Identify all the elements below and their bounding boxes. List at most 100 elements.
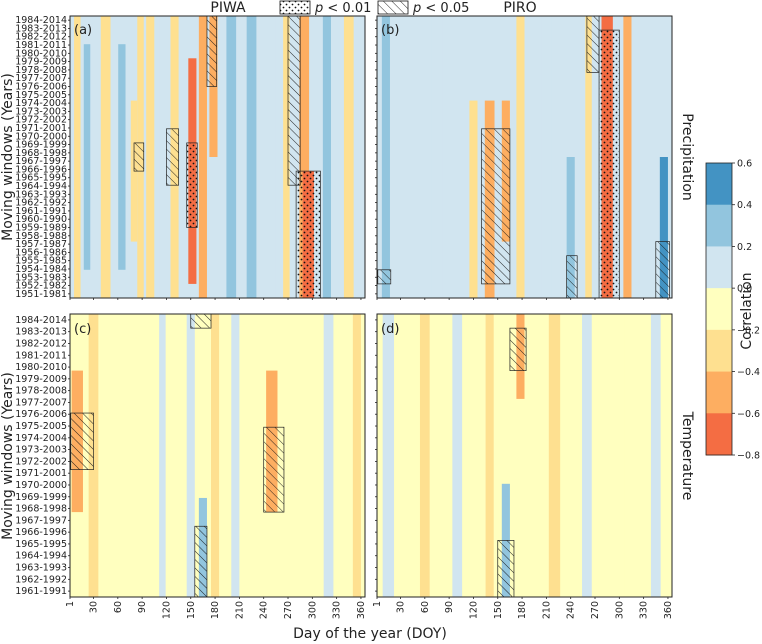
y-tick-precip: 1980-2010 <box>15 48 67 59</box>
correlation-band <box>323 314 334 597</box>
significance-p05 <box>566 255 578 298</box>
panel-c-frame <box>69 313 366 598</box>
significance-p05 <box>377 269 392 285</box>
colorbar-tick-label: 0.0 <box>737 284 752 295</box>
correlation-band <box>226 16 237 298</box>
correlation-band <box>469 100 478 298</box>
x-tick-label: 270 <box>590 601 601 619</box>
legend-dots-p: p <box>314 1 323 16</box>
significance-p05 <box>287 16 301 186</box>
y-tick-temp: 1981-2011 <box>15 350 67 361</box>
y-tick-precip: 1956-1986 <box>15 247 67 258</box>
correlation-band <box>100 16 111 298</box>
correlation-band <box>118 44 126 270</box>
correlation-band <box>343 16 354 298</box>
x-tick-label: 330 <box>332 601 343 619</box>
x-tick-label: 240 <box>566 601 577 619</box>
x-tick-label: 300 <box>307 601 318 619</box>
panel-b-frame <box>376 15 673 299</box>
y-tick-temp: 1967-1997 <box>15 515 67 526</box>
correlation-band <box>211 314 220 597</box>
y-tick-precip: 1953-1983 <box>15 272 67 283</box>
panel-b-label: (b) <box>381 23 399 38</box>
title-left: PIWA <box>210 0 246 16</box>
x-tick-label: 270 <box>283 601 294 619</box>
significance-p05 <box>586 16 600 73</box>
correlation-band <box>614 314 625 597</box>
significance-p05 <box>497 540 515 597</box>
significance-p05 <box>481 128 511 285</box>
y-tick-precip: 1966-1996 <box>15 164 67 175</box>
correlation-band <box>134 314 151 597</box>
y-tick-temp: 1977-2007 <box>15 397 67 408</box>
y-ticks: 1984-20141983-20131982-20121981-20111980… <box>15 15 377 597</box>
colorbar-tick-label: −0.2 <box>737 325 760 336</box>
significance-p05 <box>655 241 670 298</box>
y-tick-precip: 1978-2008 <box>15 65 67 76</box>
y-tick-temp: 1965-1995 <box>15 539 67 550</box>
correlation-band <box>352 314 361 597</box>
colorbar-frame <box>705 162 733 456</box>
correlation-band <box>267 16 276 298</box>
y-tick-precip: 1960-1990 <box>15 214 67 225</box>
y-tick-temp: 1984-2014 <box>15 315 67 326</box>
colorbar-tick-label: −0.4 <box>737 367 760 378</box>
y-tick-temp: 1975-2005 <box>15 421 67 432</box>
colorbar-tick-label: 0.4 <box>737 200 752 211</box>
significance-p05 <box>70 412 94 470</box>
y-axis-label-temp: Moving windows (Years) <box>0 372 16 540</box>
panel-d-frame <box>376 313 673 598</box>
colorbar-tick-label: 0.2 <box>737 242 752 253</box>
y-tick-precip: 1981-2011 <box>15 40 67 51</box>
correlation-band <box>159 314 166 597</box>
correlation-band <box>83 44 91 270</box>
y-tick-temp: 1974-2004 <box>15 433 67 444</box>
y-tick-precip: 1972-2002 <box>15 115 67 126</box>
correlation-band <box>431 16 443 298</box>
row-label-temperature: Temperature <box>679 411 695 501</box>
correlation-band <box>299 314 310 597</box>
row-label-precipitation: Precipitation <box>679 113 695 201</box>
y-tick-precip: 1963-1993 <box>15 189 67 200</box>
y-tick-temp: 1964-1994 <box>15 551 67 562</box>
y-tick-temp: 1963-1993 <box>15 563 67 574</box>
y-tick-precip: 1964-1994 <box>15 181 67 192</box>
y-tick-temp: 1961-1991 <box>15 586 67 597</box>
y-tick-temp: 1976-2006 <box>15 409 67 420</box>
significance-p05 <box>206 16 218 87</box>
colorbar-label: Correlation <box>739 272 755 349</box>
y-tick-precip: 1973-2003 <box>15 106 67 117</box>
x-tick-label: 90 <box>137 601 148 613</box>
correlation-band <box>74 16 81 298</box>
y-tick-temp: 1982-2012 <box>15 338 67 349</box>
colorbar-tick-label: 0.6 <box>737 159 752 170</box>
significance-p05 <box>194 525 208 597</box>
y-tick-temp: 1980-2010 <box>15 362 67 373</box>
x-tick-label: 1 <box>65 601 76 607</box>
panel-c-label: (c) <box>74 322 91 337</box>
panel-c <box>70 314 365 597</box>
correlation-band <box>419 314 430 597</box>
correlation-band <box>516 16 525 298</box>
correlation-band <box>403 16 414 298</box>
y-tick-temp: 1979-2009 <box>15 374 67 385</box>
y-tick-precip: 1958-1988 <box>15 231 67 242</box>
y-tick-precip: 1974-2004 <box>15 98 67 109</box>
correlation-band <box>566 157 575 298</box>
legend-dots-swatch <box>279 0 311 15</box>
x-tick-label: 150 <box>493 601 504 619</box>
x-tick-label: 210 <box>541 601 552 619</box>
y-tick-precip: 1954-1984 <box>15 264 67 275</box>
panel-a-frame <box>69 15 366 299</box>
y-tick-temp: 1978-2008 <box>15 386 67 397</box>
significance-p05 <box>166 128 179 186</box>
x-tick-label: 360 <box>663 601 674 619</box>
panel-d <box>377 314 672 597</box>
x-tick-label: 210 <box>234 601 245 619</box>
correlation-band <box>322 16 331 298</box>
y-tick-precip: 1957-1987 <box>15 239 67 250</box>
x-tick-label: 1 <box>372 601 383 607</box>
panel-a-label: (a) <box>74 23 92 38</box>
y-tick-precip: 1967-1997 <box>15 156 67 167</box>
